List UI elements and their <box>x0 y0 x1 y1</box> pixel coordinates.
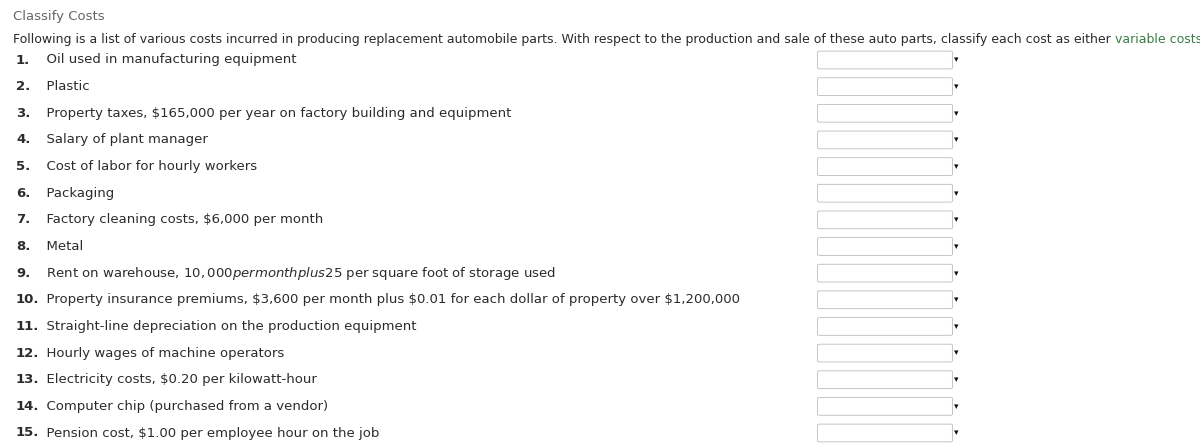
Text: ▾: ▾ <box>954 429 959 437</box>
Text: 3.: 3. <box>16 107 30 120</box>
Text: ▾: ▾ <box>954 348 959 358</box>
Text: ▾: ▾ <box>954 322 959 331</box>
Text: variable costs: variable costs <box>1115 33 1200 46</box>
Text: 10.: 10. <box>16 293 40 306</box>
Text: ▾: ▾ <box>954 135 959 145</box>
Text: Property taxes, $165,000 per year on factory building and equipment: Property taxes, $165,000 per year on fac… <box>38 107 511 120</box>
Text: 6.: 6. <box>16 187 30 200</box>
Text: ▾: ▾ <box>954 56 959 65</box>
Text: 13.: 13. <box>16 373 40 386</box>
Text: 14.: 14. <box>16 400 40 413</box>
Text: Plastic: Plastic <box>38 80 90 93</box>
Text: Classify Costs: Classify Costs <box>13 10 104 23</box>
Text: Rent on warehouse, $10,000 per month plus $25 per square foot of storage used: Rent on warehouse, $10,000 per month plu… <box>38 265 556 282</box>
Text: 15.: 15. <box>16 426 40 440</box>
Text: Metal: Metal <box>38 240 83 253</box>
Text: ▾: ▾ <box>954 375 959 384</box>
Text: 11.: 11. <box>16 320 40 333</box>
Text: Following is a list of various costs incurred in producing replacement automobil: Following is a list of various costs inc… <box>13 33 1115 46</box>
Text: 1.: 1. <box>16 53 30 66</box>
Text: ▾: ▾ <box>954 269 959 278</box>
Text: Computer chip (purchased from a vendor): Computer chip (purchased from a vendor) <box>38 400 328 413</box>
Text: Property insurance premiums, $3,600 per month plus $0.01 for each dollar of prop: Property insurance premiums, $3,600 per … <box>38 293 740 306</box>
Text: Straight-line depreciation on the production equipment: Straight-line depreciation on the produc… <box>38 320 416 333</box>
Text: ▾: ▾ <box>954 215 959 224</box>
Text: 7.: 7. <box>16 213 30 227</box>
Text: 4.: 4. <box>16 134 30 146</box>
Text: 9.: 9. <box>16 267 30 279</box>
Text: Factory cleaning costs, $6,000 per month: Factory cleaning costs, $6,000 per month <box>38 213 323 227</box>
Text: Oil used in manufacturing equipment: Oil used in manufacturing equipment <box>38 53 296 66</box>
Text: 2.: 2. <box>16 80 30 93</box>
Text: ▾: ▾ <box>954 295 959 304</box>
Text: 12.: 12. <box>16 347 40 360</box>
Text: ▾: ▾ <box>954 162 959 171</box>
Text: Salary of plant manager: Salary of plant manager <box>38 134 208 146</box>
Text: Packaging: Packaging <box>38 187 114 200</box>
Text: 5.: 5. <box>16 160 30 173</box>
Text: Electricity costs, $0.20 per kilowatt-hour: Electricity costs, $0.20 per kilowatt-ho… <box>38 373 317 386</box>
Text: ▾: ▾ <box>954 189 959 198</box>
Text: Cost of labor for hourly workers: Cost of labor for hourly workers <box>38 160 257 173</box>
Text: ▾: ▾ <box>954 402 959 411</box>
Text: 8.: 8. <box>16 240 30 253</box>
Text: ▾: ▾ <box>954 82 959 91</box>
Text: ▾: ▾ <box>954 109 959 118</box>
Text: ▾: ▾ <box>954 242 959 251</box>
Text: Hourly wages of machine operators: Hourly wages of machine operators <box>38 347 284 360</box>
Text: Pension cost, $1.00 per employee hour on the job: Pension cost, $1.00 per employee hour on… <box>38 426 379 440</box>
